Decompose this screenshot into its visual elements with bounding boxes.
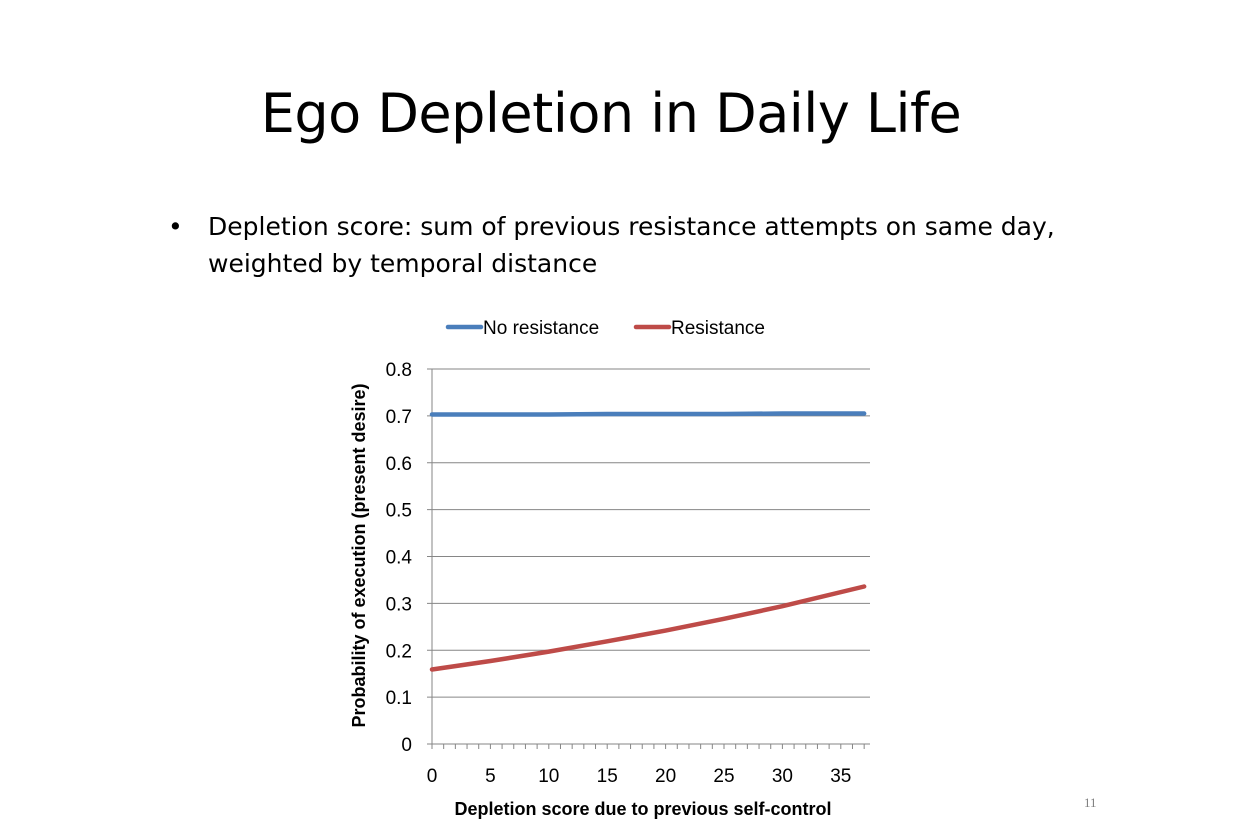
legend-label-no-resistance: No resistance bbox=[483, 318, 599, 339]
y-tick-label: 0.4 bbox=[386, 548, 413, 569]
x-tick-label: 10 bbox=[538, 766, 559, 787]
chart-series bbox=[429, 411, 867, 672]
x-axis-title: Depletion score due to previous self-con… bbox=[454, 799, 831, 819]
series-line-no-resistance bbox=[429, 411, 867, 417]
y-tick-label: 0.2 bbox=[386, 641, 412, 662]
chart-axes bbox=[427, 368, 870, 749]
chart-legend: No resistance Resistance bbox=[445, 318, 765, 339]
y-tick-label: 0.7 bbox=[386, 407, 412, 428]
y-axis-title: Probability of execution (present desire… bbox=[349, 383, 369, 727]
x-tick-label: 15 bbox=[597, 766, 618, 787]
legend-label-resistance: Resistance bbox=[671, 318, 765, 339]
x-tick-label: 25 bbox=[713, 766, 734, 787]
line-chart-svg: No resistance Resistance 0 0.1 0.2 0.3 0.4 0.5… bbox=[349, 318, 870, 819]
y-tick-label: 0 bbox=[401, 735, 412, 756]
chart: No resistance Resistance 0 0.1 0.2 0.3 0.4 0.5… bbox=[330, 305, 900, 825]
chart-axis-labels: 0 0.1 0.2 0.3 0.4 0.5 0.6 0.7 0.8 0 5 10 15 20 25 30 35 D… bbox=[349, 360, 851, 819]
x-tick-label: 20 bbox=[655, 766, 676, 787]
bullet-dot: • bbox=[168, 212, 183, 241]
page-number: 11 bbox=[1084, 795, 1097, 810]
y-tick-label: 0.6 bbox=[386, 454, 412, 475]
y-tick-label: 0.8 bbox=[386, 360, 412, 381]
x-tick-label: 0 bbox=[427, 766, 438, 787]
y-tick-label: 0.3 bbox=[386, 594, 412, 615]
bullet-text: Depletion score: sum of previous resista… bbox=[208, 212, 1055, 278]
x-tick-label: 5 bbox=[485, 766, 496, 787]
y-tick-label: 0.5 bbox=[386, 501, 412, 522]
chart-gridlines bbox=[432, 368, 870, 698]
x-tick-label: 35 bbox=[830, 766, 851, 787]
series-line-resistance bbox=[429, 584, 867, 672]
x-tick-label: 30 bbox=[772, 766, 793, 787]
y-tick-label: 0.1 bbox=[386, 688, 412, 709]
slide-title: Ego Depletion in Daily Life bbox=[260, 82, 962, 145]
